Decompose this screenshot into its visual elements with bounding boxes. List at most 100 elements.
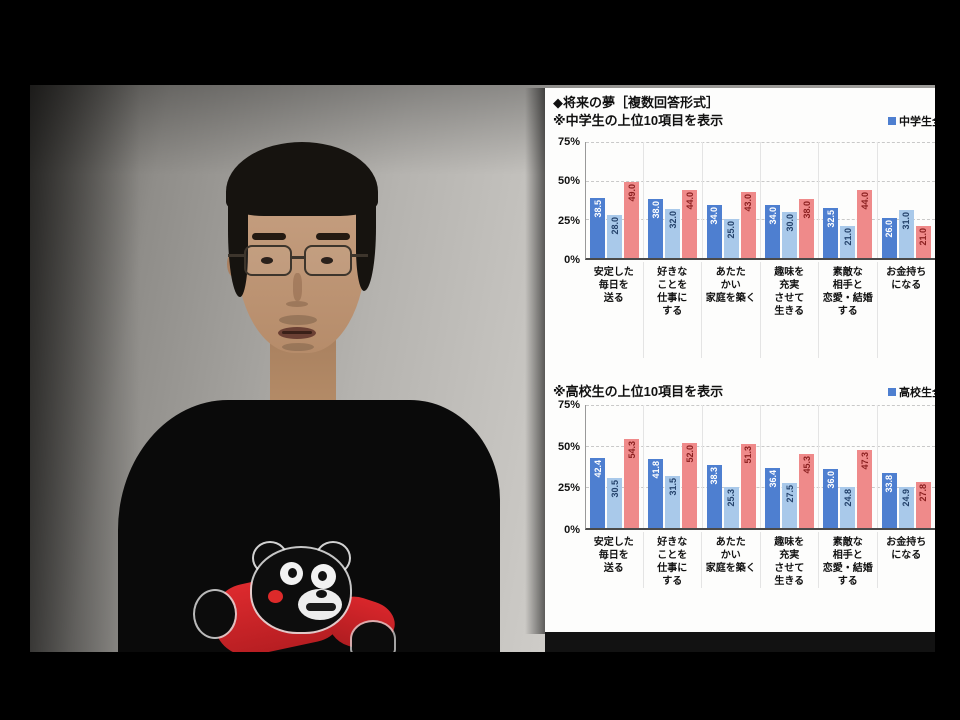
bar-value-label: 33.8 [884, 474, 895, 493]
bar-value-label: 27.8 [918, 484, 929, 502]
bar-light-blue-4: 27.5 [782, 482, 798, 528]
bar-light-blue-5: 24.8 [840, 487, 856, 528]
kumamon-pupil-right [318, 571, 327, 581]
bar-red-6: 21.0 [915, 225, 931, 258]
y-axis: 75% 50% 25% 0% [553, 399, 585, 536]
bar-light-blue-2: 31.5 [665, 476, 681, 528]
category-label: 素敵な 相手と 恋愛・結婚 する [819, 532, 878, 588]
person-hair [226, 142, 378, 216]
person-mouth-line [282, 331, 312, 334]
bar-value-label: 34.0 [709, 207, 720, 225]
bar-group: 36.4 27.5 45.3 [761, 405, 820, 528]
bar-value-label: 25.0 [726, 221, 737, 239]
person-eye-right [321, 257, 333, 264]
person-chin-shadow [282, 343, 314, 351]
bar-light-blue-6: 31.0 [898, 210, 914, 258]
bar-value-label: 44.0 [684, 191, 695, 210]
bar-value-label: 26.0 [884, 219, 895, 238]
bar-value-label: 42.4 [592, 460, 603, 478]
y-axis-tick: 25% [557, 214, 580, 227]
bar-dark-blue-5: 36.0 [823, 468, 839, 528]
glasses-temple-left [228, 254, 246, 257]
kumamon-paw-left [195, 591, 235, 637]
bar-red-2: 44.0 [682, 189, 698, 258]
category-label: 好きな ことを 仕事に する [644, 532, 702, 588]
person-nose-shadow [286, 301, 308, 307]
bar-red-3: 51.3 [740, 443, 756, 528]
bar-dark-blue-6: 26.0 [881, 217, 897, 258]
bar-value-label: 36.4 [767, 470, 778, 488]
plot-area: 38.5 28.0 49.0 38.0 32.0 44.0 34.0 25.0 43.0 34.0… [585, 142, 935, 260]
bar-value-label: 51.3 [743, 445, 754, 464]
bar-red-5: 47.3 [857, 450, 873, 528]
bar-value-label: 27.5 [784, 484, 795, 503]
legend-marker-icon [888, 388, 896, 396]
bar-value-label: 31.5 [667, 478, 678, 496]
bar-value-label: 41.8 [650, 461, 661, 479]
bar-dark-blue-4: 36.4 [765, 468, 781, 528]
kumamon-nose [316, 590, 327, 598]
category-label: 安定した 毎日を 送る [585, 532, 644, 588]
bar-value-label: 34.0 [767, 207, 778, 225]
bar-value-label: 30.0 [784, 213, 795, 232]
bar-group: 41.8 31.5 52.0 [644, 405, 703, 528]
legend-label: 中学生全 [899, 116, 935, 128]
glasses-temple-right [350, 254, 368, 257]
bar-dark-blue-1: 42.4 [590, 458, 606, 528]
bar-group: 42.4 30.5 54.3 [586, 405, 645, 528]
below-poster-shadow [545, 632, 935, 652]
bar-value-label: 21.0 [918, 227, 929, 246]
bar-value-label: 44.0 [859, 191, 870, 210]
survey-chart-poster: ◆将来の夢［複数回答形式］ ※中学生の上位10項目を表示 中学生全 75% 50%… [545, 88, 935, 632]
bar-red-1: 49.0 [624, 182, 640, 258]
person-eyebrow-right [316, 233, 350, 240]
bar-light-blue-1: 30.5 [607, 477, 623, 528]
bar-value-label: 24.9 [901, 489, 912, 507]
y-axis-tick: 0% [564, 254, 580, 266]
kumamon-paw-right [352, 622, 394, 652]
bar-group: 32.5 21.0 44.0 [819, 142, 878, 258]
x-axis-category-labels: 安定した 毎日を 送る 好きな ことを 仕事に する あたた かい 家庭を築く 趣味を… [585, 532, 935, 588]
legend-label: 高校生全 [899, 387, 935, 399]
bar-light-blue-3: 25.0 [723, 219, 739, 258]
legend-marker-icon [888, 117, 896, 125]
glasses-bridge [290, 256, 306, 259]
chart-subtitle: ※中学生の上位10項目を表示 [553, 113, 724, 128]
video-content: ◆将来の夢［複数回答形式］ ※中学生の上位10項目を表示 中学生全 75% 50%… [30, 85, 935, 652]
bar-value-label: 49.0 [626, 184, 637, 202]
person-hair-side-right [356, 185, 376, 291]
bar-value-label: 28.0 [609, 216, 620, 235]
glasses-lens-right [304, 245, 352, 276]
bar-red-1: 54.3 [624, 438, 640, 528]
bar-group: 34.0 30.0 38.0 [761, 142, 820, 258]
bar-value-label: 43.0 [743, 193, 754, 212]
category-label: あたた かい 家庭を築く [702, 532, 761, 588]
kumamon-head [252, 548, 350, 632]
bar-group: 36.0 24.8 47.3 [819, 405, 878, 528]
chart-legend: 中学生全 [888, 113, 935, 131]
category-label: あたた かい 家庭を築く [702, 262, 761, 358]
chart-subtitle: ※高校生の上位10項目を表示 [553, 384, 724, 399]
kumamon-mouth [306, 603, 336, 611]
bar-value-label: 36.0 [825, 470, 836, 489]
category-label: 趣味を 充実 させて 生きる [761, 532, 819, 588]
y-axis-tick: 75% [557, 399, 580, 411]
person-eye-left [261, 257, 273, 264]
bar-group: 38.0 32.0 44.0 [644, 142, 703, 258]
bar-value-label: 47.3 [859, 452, 870, 470]
bar-dark-blue-5: 32.5 [823, 207, 839, 258]
person-hair-side-left [228, 185, 248, 297]
bar-group: 34.0 25.0 43.0 [703, 142, 761, 258]
x-axis-category-labels: 安定した 毎日を 送る 好きな ことを 仕事に する あたた かい 家庭を築く 趣味を… [585, 262, 935, 358]
chart-high-school: ※高校生の上位10項目を表示 高校生全 75% 50% 25% 0% 42.4 30.5… [553, 383, 935, 588]
bar-dark-blue-2: 41.8 [648, 459, 664, 528]
glasses-lens-left [244, 245, 292, 276]
y-axis-tick: 0% [564, 524, 580, 536]
bar-value-label: 21.0 [842, 227, 853, 246]
bar-value-label: 38.3 [709, 467, 720, 485]
bar-red-4: 38.0 [799, 199, 815, 258]
bar-dark-blue-4: 34.0 [765, 205, 781, 258]
y-axis-tick: 75% [557, 136, 580, 148]
bar-group: 38.3 25.3 51.3 [703, 405, 761, 528]
